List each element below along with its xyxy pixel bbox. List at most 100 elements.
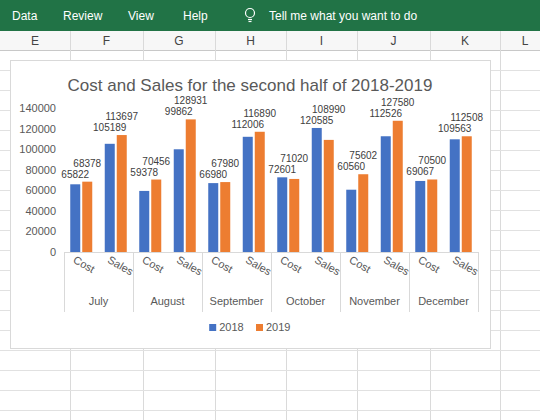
row-line: [0, 350, 540, 351]
data-label: 70500: [418, 155, 446, 166]
legend-label: 2019: [266, 321, 290, 333]
x-tick-label: Cost: [278, 253, 304, 275]
bars: [70, 119, 472, 252]
data-label: 112508: [450, 112, 483, 123]
data-label: 105189: [93, 122, 127, 133]
bar: [312, 128, 322, 252]
y-tick-label: 80000: [25, 164, 56, 176]
column-letter[interactable]: J: [391, 34, 397, 48]
data-label: 116890: [243, 108, 276, 119]
column-letter[interactable]: I: [320, 34, 323, 48]
data-label: 71020: [280, 153, 308, 164]
legend-swatch: [209, 324, 216, 331]
group-label: November: [349, 295, 400, 307]
x-tick-label: Cost: [347, 253, 373, 275]
chart: Cost and Sales for the second half of 20…: [11, 61, 491, 349]
data-label: 128931: [174, 95, 208, 106]
x-tick-label: Sales: [106, 253, 136, 277]
bar: [324, 140, 334, 252]
data-label: 72601: [268, 164, 296, 175]
group-label: October: [286, 295, 325, 307]
data-label: 67980: [211, 158, 239, 169]
bar: [70, 184, 80, 252]
bar: [381, 136, 391, 252]
bar: [117, 135, 127, 252]
data-label: 65822: [61, 169, 89, 180]
bar: [139, 191, 149, 252]
menu-tab[interactable]: Data: [12, 9, 38, 23]
group-label: December: [418, 295, 469, 307]
column-letter[interactable]: L: [522, 34, 529, 48]
data-label: 108990: [312, 104, 346, 115]
data-label: 60560: [337, 161, 365, 172]
bar: [82, 182, 92, 252]
group-divider: [64, 252, 65, 312]
data-label: 113697: [105, 111, 138, 122]
y-tick-label: 40000: [25, 205, 56, 217]
bar: [220, 182, 230, 252]
group-divider: [202, 252, 203, 312]
data-label: 70456: [142, 156, 170, 167]
group-label: July: [89, 295, 109, 307]
x-tick-label: Sales: [382, 253, 412, 277]
bulb-base: [248, 19, 252, 20]
data-label: 75602: [349, 150, 377, 161]
column-letter[interactable]: K: [461, 34, 469, 48]
legend-label: 2018: [219, 321, 243, 333]
bar: [450, 139, 460, 252]
column-letter[interactable]: H: [246, 34, 255, 48]
group-divider: [478, 252, 479, 312]
column-letter[interactable]: F: [103, 34, 110, 48]
column-line: [500, 31, 501, 420]
y-tick-label: 0: [50, 246, 56, 258]
screen: Data Review View Help Tell me what you want …: [0, 0, 540, 420]
search-icon[interactable]: [246, 9, 255, 22]
data-label: 127580: [381, 97, 415, 108]
bar: [151, 180, 161, 252]
sheet-background: [0, 0, 540, 420]
group-divider: [340, 252, 341, 312]
x-tick-label: Cost: [416, 253, 442, 275]
data-label: 99862: [165, 106, 193, 117]
data-label: 68378: [73, 158, 101, 169]
chart-title: Cost and Sales for the second half of 20…: [68, 76, 433, 95]
bar: [393, 121, 403, 252]
y-tick-label: 100000: [19, 143, 56, 155]
y-tick-label: 140000: [19, 102, 56, 114]
x-tick-label: Sales: [244, 253, 274, 277]
bar: [358, 174, 368, 252]
menu-tab[interactable]: View: [128, 9, 154, 23]
y-tick-label: 20000: [25, 225, 56, 237]
bulb-glass: [246, 9, 255, 18]
bar: [174, 149, 184, 252]
bar: [255, 132, 265, 252]
data-label: 120585: [300, 115, 334, 126]
ribbon: [0, 0, 540, 31]
x-tick-label: Sales: [313, 253, 343, 277]
column-letter[interactable]: E: [31, 34, 39, 48]
data-label: 112526: [369, 108, 402, 119]
group-divider: [133, 252, 134, 312]
x-tick-label: Cost: [140, 253, 166, 275]
bar: [289, 179, 299, 252]
data-label: 109563: [438, 123, 472, 134]
bar: [243, 137, 253, 252]
group-label: September: [210, 295, 264, 307]
header-border: [0, 50, 540, 51]
menu-tab[interactable]: Review: [63, 9, 103, 23]
data-label: 112006: [231, 119, 264, 130]
data-label: 69067: [406, 166, 434, 177]
y-tick-label: 60000: [25, 184, 56, 196]
x-tick-label: Cost: [209, 253, 235, 275]
bar: [415, 181, 425, 252]
search-hint[interactable]: Tell me what you want to do: [269, 9, 417, 23]
menu-tab[interactable]: Help: [183, 9, 208, 23]
bar: [346, 190, 356, 252]
legend-swatch: [256, 324, 263, 331]
x-tick-label: Sales: [451, 253, 481, 277]
column-letter[interactable]: G: [174, 34, 183, 48]
bar: [186, 119, 196, 252]
group-divider: [409, 252, 410, 312]
row-line: [0, 390, 540, 391]
bulb-base: [249, 21, 252, 22]
